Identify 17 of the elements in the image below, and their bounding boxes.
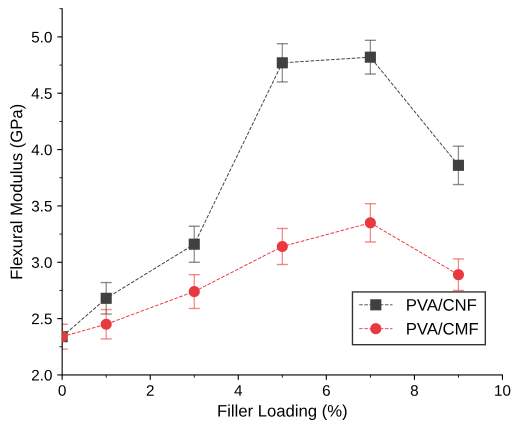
x-tick-label: 4 bbox=[234, 385, 242, 396]
y-tick-label: 2.0 bbox=[32, 370, 52, 381]
x-tick-label: 10 bbox=[495, 385, 510, 396]
x-tick-label: 0 bbox=[58, 385, 66, 396]
x-tick-label: 6 bbox=[322, 385, 330, 396]
y-tick-label: 4.5 bbox=[32, 88, 52, 99]
y-axis-title: Flexural Modulus (GPa) bbox=[10, 104, 26, 278]
y-tick-label: 5.0 bbox=[32, 32, 52, 43]
legend-label: PVA/CMF bbox=[407, 322, 478, 335]
x-tick-label: 2 bbox=[146, 385, 154, 396]
y-tick-label: 3.0 bbox=[32, 257, 52, 268]
x-axis-title: Filler Loading (%) bbox=[218, 404, 347, 420]
legend-label: PVA/CNF bbox=[407, 298, 476, 311]
y-tick-label: 2.5 bbox=[32, 313, 52, 324]
x-tick-label: 8 bbox=[410, 385, 418, 396]
y-tick-label: 3.5 bbox=[32, 200, 52, 212]
y-tick-label: 4.0 bbox=[32, 144, 52, 156]
